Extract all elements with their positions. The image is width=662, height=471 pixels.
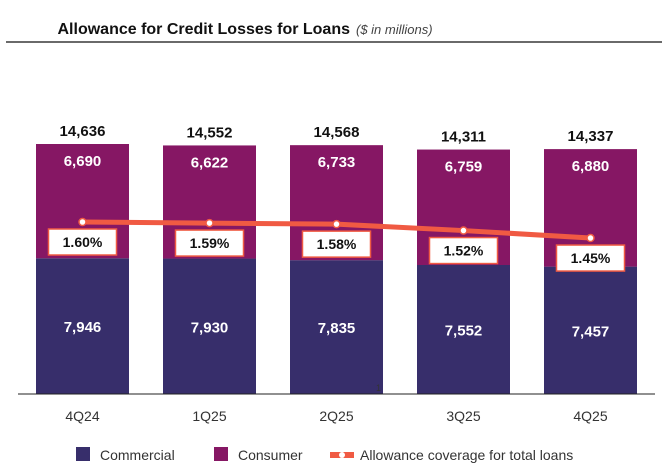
coverage-point bbox=[332, 219, 341, 229]
coverage-label: 1.52% bbox=[444, 243, 484, 259]
label-commercial: 7,930 bbox=[191, 319, 229, 336]
coverage-label-box bbox=[428, 236, 499, 265]
legend: Commercial Consumer Allowance coverage f… bbox=[76, 447, 573, 463]
coverage-label: 1.59% bbox=[190, 235, 230, 251]
legend-marker-coverage bbox=[339, 452, 345, 458]
legend-label-coverage: Allowance coverage for total loans bbox=[360, 447, 573, 463]
bar-commercial bbox=[290, 260, 383, 394]
x-tick-label: 1Q25 bbox=[192, 408, 226, 424]
bar-commercial bbox=[36, 258, 129, 394]
chart-subtitle: ($ in millions) bbox=[356, 22, 433, 37]
label-consumer: 6,622 bbox=[191, 154, 229, 171]
coverage-label-box bbox=[301, 230, 372, 258]
legend-label-commercial: Commercial bbox=[100, 447, 175, 463]
label-total: 14,337 bbox=[568, 128, 614, 145]
coverage-label-box bbox=[555, 244, 626, 272]
label-total: 14,311 bbox=[441, 129, 486, 146]
label-consumer: 6,733 bbox=[318, 154, 356, 171]
label-commercial: 7,457 bbox=[572, 323, 610, 340]
label-consumer: 6,759 bbox=[445, 159, 483, 176]
coverage-label: 1.45% bbox=[571, 250, 611, 266]
x-tick-label: 4Q24 bbox=[65, 408, 99, 424]
coverage-label: 1.60% bbox=[63, 234, 103, 250]
label-total: 14,568 bbox=[314, 124, 360, 141]
label-commercial: 7,946 bbox=[64, 319, 102, 336]
footnote-marker: 1 bbox=[376, 383, 381, 393]
legend-label-consumer: Consumer bbox=[238, 447, 303, 463]
bar-commercial bbox=[544, 266, 637, 394]
bar-commercial bbox=[163, 258, 256, 394]
chart-title: Allowance for Credit Losses for Loans bbox=[58, 21, 351, 38]
label-total: 14,552 bbox=[187, 124, 233, 141]
label-commercial: 7,835 bbox=[318, 320, 356, 337]
legend-swatch-consumer bbox=[214, 447, 228, 461]
coverage-point bbox=[586, 233, 595, 243]
label-consumer: 6,880 bbox=[572, 158, 610, 175]
bar-commercial bbox=[417, 265, 510, 394]
label-commercial: 7,552 bbox=[445, 323, 483, 340]
x-tick-label: 4Q25 bbox=[573, 408, 607, 424]
x-tick-label: 2Q25 bbox=[319, 408, 353, 424]
coverage-point bbox=[205, 218, 214, 228]
coverage-label-box bbox=[47, 228, 118, 256]
legend-swatch-commercial bbox=[76, 447, 90, 461]
x-tick-label: 3Q25 bbox=[446, 408, 480, 424]
coverage-point bbox=[459, 226, 468, 235]
label-total: 14,636 bbox=[60, 123, 106, 140]
coverage-label-box bbox=[174, 229, 245, 257]
coverage-point bbox=[78, 217, 87, 227]
coverage-label: 1.58% bbox=[317, 236, 357, 252]
label-consumer: 6,690 bbox=[64, 153, 102, 170]
